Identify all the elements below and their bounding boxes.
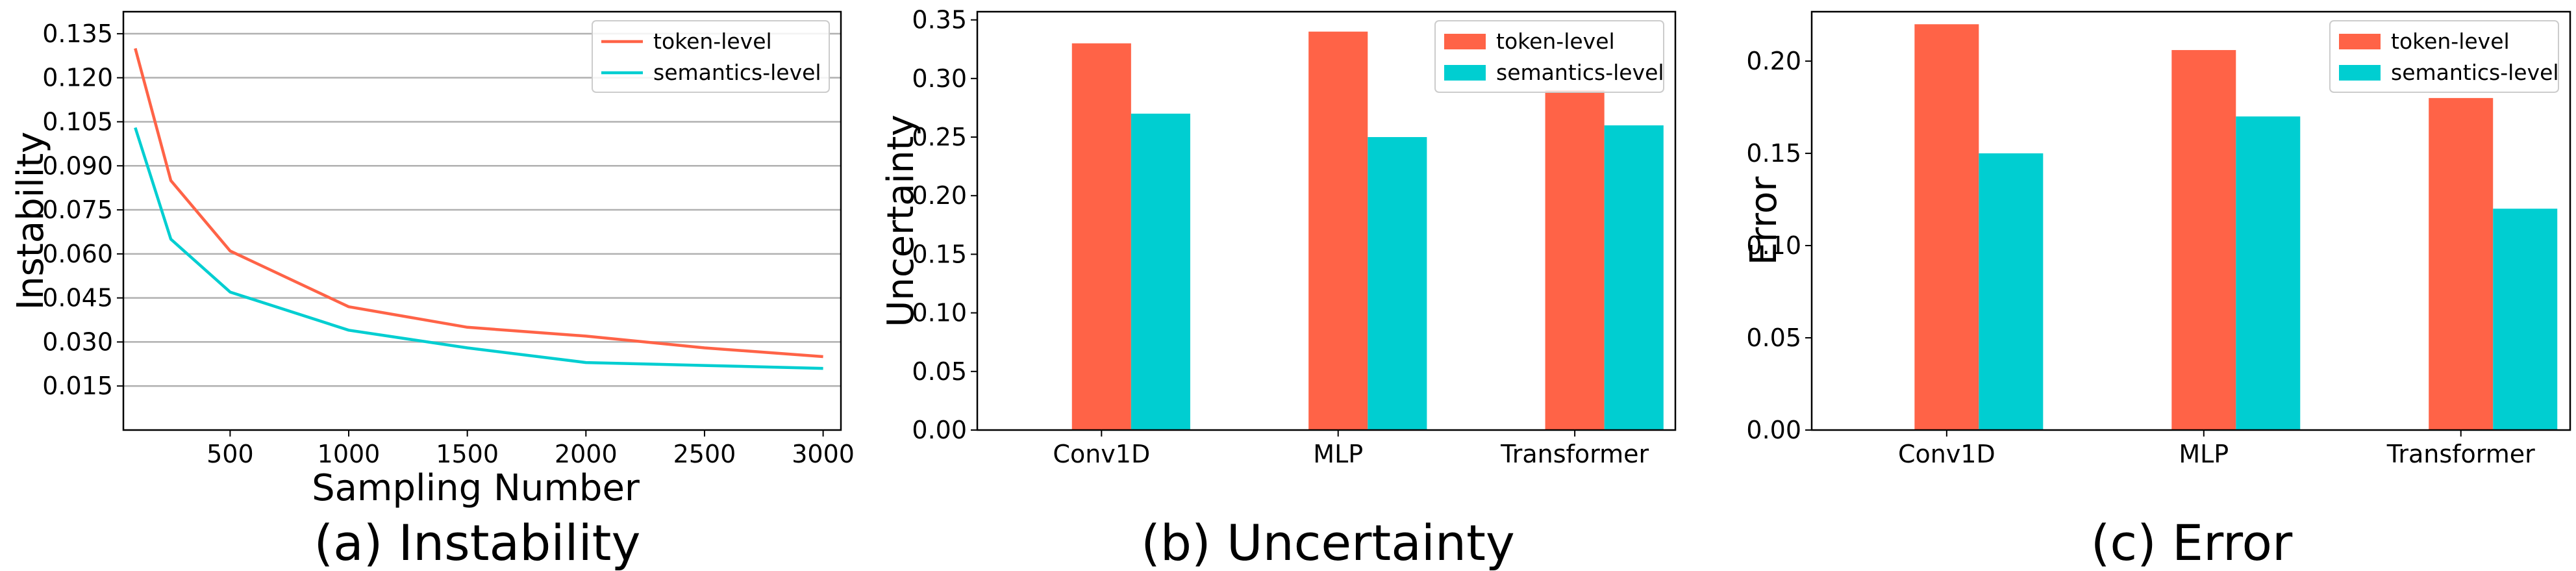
legend-label-semantics-level: semantics-level: [653, 60, 821, 85]
bar-semantics-level-MLP: [2236, 116, 2301, 431]
y-tick-label: 0.120: [42, 64, 113, 92]
legend-box: [2329, 20, 2559, 93]
x-tick-label: MLP: [1313, 440, 1363, 468]
x-axis-label: Sampling Number: [312, 467, 640, 509]
legend-box: [1434, 20, 1664, 93]
x-tick-label: MLP: [2179, 440, 2229, 468]
series-line-token-level: [134, 47, 823, 359]
axes-frame: [1810, 10, 2571, 431]
y-tick-label: 0.060: [42, 240, 113, 268]
bar-semantics-level-Conv1D: [1131, 113, 1190, 431]
x-tick-label: 2000: [555, 440, 618, 468]
x-tick-label: Conv1D: [1053, 440, 1150, 468]
legend-label-token-level: token-level: [653, 29, 772, 54]
bar-token-level-Conv1D: [1071, 43, 1131, 431]
legend-label-semantics-level: semantics-level: [2391, 60, 2559, 85]
legend: token-level semantics-level: [2329, 20, 2559, 93]
x-tick-label: 500: [206, 440, 254, 468]
y-axis-label: Instability: [10, 132, 52, 311]
y-tick-label: 0.15: [912, 240, 967, 268]
chart-3: 0.00 0.05 0.10 0.15 0.20 Conv1D MLP Transformer…: [1743, 10, 2571, 571]
legend-box: [592, 20, 830, 93]
y-tick-label: 0.00: [912, 416, 967, 444]
y-tick-label: 0.05: [1746, 324, 1801, 352]
x-tick-label: 1500: [436, 440, 499, 468]
y-tick-label: 0.20: [912, 181, 967, 210]
bar-token-level-Conv1D: [1914, 24, 1979, 430]
legend-swatch-semantics-level: [2339, 65, 2381, 81]
x-tick-label: 1000: [318, 440, 381, 468]
y-tick-label: 0.075: [42, 196, 113, 224]
y-axis-label: Error: [1743, 176, 1785, 265]
bar-semantics-level-Transformer: [1604, 125, 1664, 430]
legend-label-semantics-level: semantics-level: [1496, 60, 1664, 85]
axes-frame: [122, 10, 842, 431]
x-tick-label: Transformer: [2386, 440, 2535, 468]
y-tick-label: 0.090: [42, 151, 113, 180]
y-tick-label: 0.00: [1746, 416, 1801, 444]
chart-2: 0.00 0.05 0.10 0.15 0.20 0.25 0.30 0.35 Conv1D ML…: [880, 6, 1677, 571]
bar-semantics-level-Conv1D: [1979, 153, 2044, 430]
legend-label-token-level: token-level: [1496, 29, 1615, 54]
legend-swatch-semantics-level: [1444, 65, 1486, 81]
chart-caption: (c) Error: [2091, 514, 2293, 571]
legend-label-token-level: token-level: [2391, 29, 2510, 54]
y-tick-label: 0.25: [912, 123, 967, 151]
chart-caption: (a) Instability: [314, 514, 641, 571]
x-tick-label: 2500: [673, 440, 736, 468]
bar-token-level-MLP: [1308, 31, 1368, 430]
y-tick-label: 0.05: [912, 357, 967, 386]
chart-1: 0.015 0.030 0.045 0.060 0.075 0.090 0.105 0.120…: [10, 10, 855, 571]
y-tick-label: 0.10: [1746, 231, 1801, 260]
x-tick-label: Transformer: [1500, 440, 1649, 468]
legend: token-level semantics-level: [592, 20, 830, 93]
y-tick-label: 0.10: [912, 299, 967, 327]
y-tick-label: 0.105: [42, 107, 113, 136]
legend-swatch-token-level: [2339, 34, 2381, 49]
x-tick-label: 3000: [792, 440, 855, 468]
y-tick-label: 0.015: [42, 372, 113, 400]
y-tick-label: 0.35: [912, 6, 967, 34]
y-tick-label: 0.030: [42, 327, 113, 356]
legend: token-level semantics-level: [1434, 20, 1664, 93]
bar-token-level-Transformer: [2429, 97, 2494, 430]
x-tick-label: Conv1D: [1898, 440, 1995, 468]
bar-semantics-level-MLP: [1368, 137, 1427, 431]
legend-swatch-token-level: [1444, 34, 1486, 49]
y-tick-label: 0.15: [1746, 139, 1801, 168]
bar-token-level-MLP: [2171, 50, 2236, 431]
axes-frame: [976, 10, 1677, 431]
series-line-semantics-level: [134, 127, 823, 370]
y-tick-label: 0.135: [42, 19, 113, 48]
y-tick-label: 0.20: [1746, 47, 1801, 75]
y-tick-label: 0.045: [42, 284, 113, 312]
bar-semantics-level-Transformer: [2493, 209, 2558, 430]
bar-token-level-Transformer: [1545, 90, 1605, 431]
y-axis-label: Uncertainty: [880, 114, 922, 327]
y-tick-label: 0.30: [912, 64, 967, 93]
chart-caption: (b) Uncertainty: [1141, 514, 1515, 571]
